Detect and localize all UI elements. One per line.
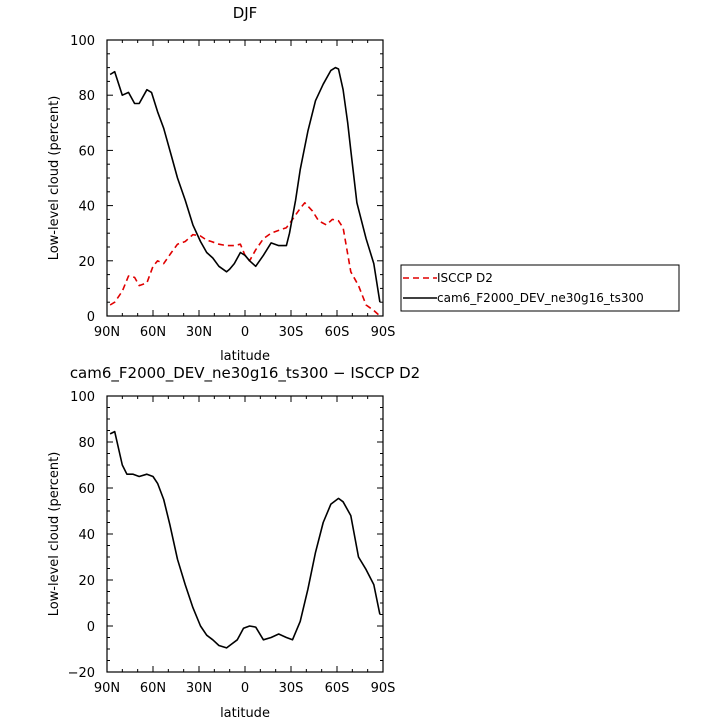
x-tick-label: 60S (325, 325, 350, 340)
series-line-cam6-f2000-dev-ne30g16-ts300 (109, 66, 381, 303)
x-tick-label: 30S (279, 325, 304, 340)
x-tick-label: 90N (94, 681, 120, 696)
x-axis-label: latitude (220, 349, 270, 364)
x-tick-label: 90S (371, 325, 396, 340)
x-tick-label: 30N (186, 681, 212, 696)
y-axis-label: Low-level cloud (percent) (47, 452, 62, 617)
chart-panel-1: DJF 90N 60N 30N 0 30S 60S 90S 0 20 40 60 80 100 latitu… (47, 4, 680, 364)
y-tick-label: −20 (68, 666, 95, 681)
x-tick-label: 0 (241, 325, 249, 340)
legend-label: ISCCP D2 (437, 271, 493, 285)
chart-title: cam6_F2000_DEV_ne30g16_ts300 − ISCCP D2 (70, 364, 420, 383)
legend-box (400, 264, 680, 312)
series-line-series-1 (109, 430, 381, 649)
x-tick-label: 30S (279, 681, 304, 696)
x-tick-label: 60N (140, 681, 166, 696)
y-tick-label: 80 (78, 89, 95, 104)
legend: ISCCP D2 cam6_F2000_DEV_ne30g16_ts300 (400, 264, 680, 312)
x-tick-label: 60S (325, 681, 350, 696)
series-line-isccp-d2 (109, 202, 381, 317)
plot-frame (106, 395, 384, 673)
x-tick-label: 90N (94, 325, 120, 340)
y-tick-label: 40 (78, 200, 95, 215)
legend-label: cam6_F2000_DEV_ne30g16_ts300 (437, 291, 644, 305)
x-tick-label: 90S (371, 681, 396, 696)
chart-title: DJF (233, 4, 258, 22)
x-axis-label: latitude (220, 706, 270, 721)
y-tick-label: 60 (78, 144, 95, 159)
y-tick-label: 100 (70, 390, 95, 405)
x-tick-label: 0 (241, 681, 249, 696)
y-tick-label: 20 (78, 255, 95, 270)
y-tick-label: 60 (78, 482, 95, 497)
y-tick-label: 20 (78, 574, 95, 589)
x-tick-label: 30N (186, 325, 212, 340)
y-axis-label: Low-level cloud (percent) (47, 96, 62, 261)
y-tick-label: 0 (87, 620, 95, 635)
chart-panel-2: cam6_F2000_DEV_ne30g16_ts300 − ISCCP D2 9… (47, 364, 420, 721)
x-tick-label: 60N (140, 325, 166, 340)
y-tick-label: 40 (78, 528, 95, 543)
y-tick-label: 100 (70, 34, 95, 49)
y-tick-label: 80 (78, 436, 95, 451)
y-tick-label: 0 (87, 310, 95, 325)
